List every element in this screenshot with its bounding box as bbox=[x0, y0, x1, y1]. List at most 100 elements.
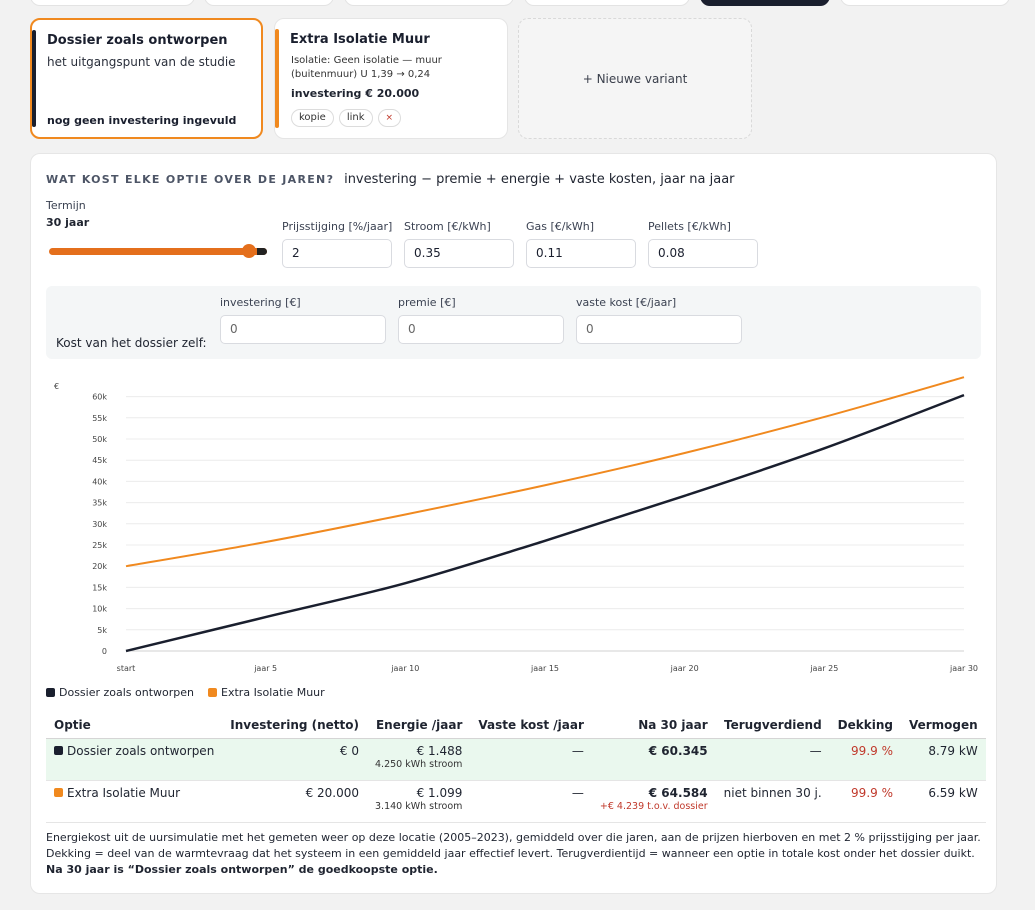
x-tick-label: start bbox=[117, 664, 136, 673]
dossier-cost-title: Kost van het dossier zelf: bbox=[56, 336, 207, 350]
variant-card-extra-isolatie[interactable]: Extra Isolatie Muur Isolatie: Geen isola… bbox=[274, 18, 508, 139]
series-line-extra-isolatie bbox=[125, 376, 965, 568]
y-tick-label: 60k bbox=[92, 393, 107, 402]
footnote: Energiekost uit de uursimulatie met het … bbox=[46, 830, 986, 878]
coverage-cell: 99.9 % bbox=[829, 780, 901, 823]
legend-item-extra-isolatie: Extra Isolatie Muur bbox=[208, 686, 325, 699]
cost-comparison-panel: WAT KOST ELKE OPTIE OVER DE JAREN? inves… bbox=[30, 153, 997, 894]
dossier-premium-input[interactable]: 0 bbox=[398, 315, 564, 344]
variant-investment: investering € 20.000 bbox=[291, 87, 420, 100]
legend-swatch bbox=[46, 688, 55, 697]
dossier-cost-box: Kost van het dossier zelf: investering [… bbox=[46, 286, 981, 359]
variant-title: Dossier zoals ontworpen bbox=[47, 33, 228, 48]
x-tick-label: jaar 10 bbox=[390, 664, 419, 673]
electricity-price-label: Stroom [€/kWh] bbox=[404, 220, 491, 233]
total-cell: € 60.345 bbox=[591, 738, 716, 781]
variant-subtitle: het uitgangspunt van de studie bbox=[47, 55, 236, 69]
top-tab[interactable] bbox=[840, 0, 1010, 6]
energy-cell: € 1.099 3.140 kWh stroom bbox=[367, 780, 471, 823]
new-variant-button[interactable]: + Nieuwe variant bbox=[518, 18, 752, 139]
x-tick-label: jaar 15 bbox=[530, 664, 559, 673]
top-tab[interactable] bbox=[204, 0, 334, 6]
payback-cell: — bbox=[715, 738, 830, 781]
pellets-price-label: Pellets [€/kWh] bbox=[648, 220, 731, 233]
option-name-cell: Extra Isolatie Muur bbox=[46, 780, 223, 823]
option-name: Extra Isolatie Muur bbox=[67, 785, 181, 800]
legend-label: Extra Isolatie Muur bbox=[221, 686, 325, 699]
termijn-value: 30 jaar bbox=[46, 216, 90, 229]
delete-variant-button[interactable]: × bbox=[377, 109, 402, 127]
footnote-conclusion: Na 30 jaar is “Dossier zoals ontworpen” … bbox=[46, 863, 438, 876]
comparison-table: Optie Investering (netto) Energie /jaar … bbox=[46, 714, 986, 823]
y-tick-label: 30k bbox=[92, 520, 107, 529]
x-tick-label: jaar 25 bbox=[809, 664, 838, 673]
y-tick-label: 40k bbox=[92, 477, 107, 486]
variant-color-bar bbox=[32, 30, 36, 127]
section-description: investering − premie + energie + vaste k… bbox=[344, 172, 735, 187]
pellets-price-input[interactable]: 0.08 bbox=[648, 239, 758, 268]
y-tick-label: 5k bbox=[97, 626, 107, 635]
total-value: € 60.345 bbox=[648, 743, 708, 758]
column-header: Dekking bbox=[829, 714, 901, 739]
gas-price-input[interactable]: 0.11 bbox=[526, 239, 636, 268]
legend-item-dossier: Dossier zoals ontworpen bbox=[46, 686, 194, 699]
energy-cell: € 1.488 4.250 kWh stroom bbox=[367, 738, 471, 781]
copy-variant-button[interactable]: kopie bbox=[291, 109, 334, 127]
column-header: Optie bbox=[46, 714, 223, 739]
table-row: Dossier zoals ontworpen € 0 € 1.488 4.250… bbox=[46, 738, 986, 781]
link-variant-button[interactable]: link bbox=[338, 109, 373, 127]
payback-cell: niet binnen 30 j. bbox=[715, 780, 830, 823]
option-name: Dossier zoals ontworpen bbox=[67, 743, 215, 758]
table-header-row: Optie Investering (netto) Energie /jaar … bbox=[46, 714, 986, 739]
gas-price-label: Gas [€/kWh] bbox=[526, 220, 594, 233]
cost-over-years-chart: €0 5k 10k 15k 20k 25k 30k 35k 40k 45k 50k 55k 60k sta… bbox=[54, 376, 978, 673]
investment-cell: € 0 bbox=[222, 738, 367, 781]
column-header: Vaste kost /jaar bbox=[470, 714, 592, 739]
price-increase-label: Prijsstijging [%/jaar] bbox=[282, 220, 393, 233]
fixed-cost-cell: — bbox=[470, 780, 592, 823]
power-cell: 6.59 kW bbox=[900, 780, 986, 823]
fixed-cost-cell: — bbox=[470, 738, 592, 781]
dossier-premium-label: premie [€] bbox=[398, 296, 456, 309]
variant-title: Extra Isolatie Muur bbox=[290, 32, 430, 47]
variant-color-bar bbox=[275, 29, 279, 128]
column-header: Investering (netto) bbox=[222, 714, 367, 739]
option-name-cell: Dossier zoals ontworpen bbox=[46, 738, 223, 781]
column-header: Vermogen bbox=[900, 714, 986, 739]
y-tick-label: 50k bbox=[92, 435, 107, 444]
option-color-swatch bbox=[54, 745, 63, 755]
price-increase-input[interactable]: 2 bbox=[282, 239, 392, 268]
slider-track[interactable] bbox=[49, 248, 267, 255]
y-tick-label: 25k bbox=[92, 541, 107, 550]
option-color-swatch bbox=[54, 787, 63, 797]
y-tick-label: 55k bbox=[92, 414, 107, 423]
slider-track-end bbox=[257, 248, 267, 255]
section-heading: WAT KOST ELKE OPTIE OVER DE JAREN? inves… bbox=[46, 172, 735, 187]
top-tab[interactable] bbox=[524, 0, 690, 6]
dossier-investment-label: investering [€] bbox=[220, 296, 301, 309]
chart-legend: Dossier zoals ontworpen Extra Isolatie M… bbox=[46, 686, 325, 699]
energy-value: € 1.488 bbox=[416, 743, 463, 758]
top-tab[interactable] bbox=[30, 0, 195, 6]
power-cell: 8.79 kW bbox=[900, 738, 986, 781]
electricity-price-input[interactable]: 0.35 bbox=[404, 239, 514, 268]
top-tab-active[interactable] bbox=[700, 0, 830, 6]
total-difference: +€ 4.239 t.o.v. dossier bbox=[599, 800, 708, 812]
top-tab[interactable] bbox=[344, 0, 514, 6]
dossier-investment-input[interactable]: 0 bbox=[220, 315, 386, 344]
dossier-fixed-cost-input[interactable]: 0 bbox=[576, 315, 742, 344]
table-row: Extra Isolatie Muur € 20.000 € 1.099 3.14… bbox=[46, 780, 986, 823]
x-tick-label: jaar 20 bbox=[670, 664, 699, 673]
termijn-label: Termijn bbox=[46, 199, 86, 212]
coverage-cell: 99.9 % bbox=[829, 738, 901, 781]
legend-label: Dossier zoals ontworpen bbox=[59, 686, 195, 699]
slider-thumb[interactable] bbox=[242, 244, 256, 258]
y-tick-label: 35k bbox=[92, 499, 107, 508]
section-kicker: WAT KOST ELKE OPTIE OVER DE JAREN? bbox=[46, 173, 335, 186]
y-tick-label: 0 bbox=[102, 647, 107, 656]
energy-kwh: 4.250 kWh stroom bbox=[375, 758, 463, 770]
total-cell: € 64.584 +€ 4.239 t.o.v. dossier bbox=[591, 780, 716, 823]
y-tick-label: 15k bbox=[92, 583, 107, 592]
variant-detail: Isolatie: Geen isolatie — muur (buitenmu… bbox=[291, 55, 442, 80]
variant-card-dossier[interactable]: Dossier zoals ontworpen het uitgangspunt… bbox=[30, 18, 263, 139]
